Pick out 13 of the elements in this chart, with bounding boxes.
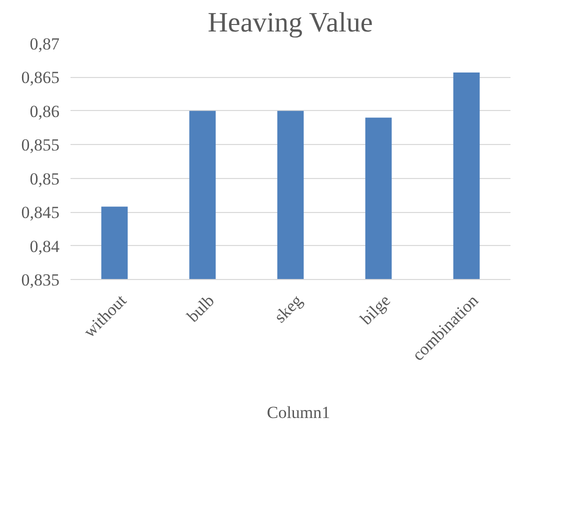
text: Column1 [266,403,330,423]
y-tick-label: 0,845 [21,203,60,222]
chart-title: Heaving Value [208,8,373,38]
x-tick-label: bilge [356,290,394,328]
y-tick-label: 0,865 [21,68,60,88]
x-tick-label: bulb [183,290,218,326]
y-tick-label: 0,87 [30,34,60,54]
y-tick-label: 0,835 [21,270,60,290]
x-tick-label: skeg [270,290,306,326]
y-tick-label: 0,84 [30,236,60,256]
y-tick-label: 0,85 [30,169,60,188]
y-tick-label: 0,86 [30,102,60,121]
y-tick-label: 0,855 [21,136,60,155]
